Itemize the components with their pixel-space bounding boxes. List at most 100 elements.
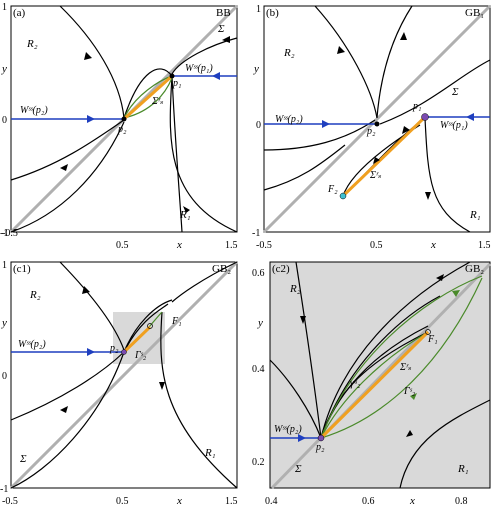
orbit-curve — [171, 261, 238, 303]
p2-point — [121, 349, 127, 355]
F2-point — [339, 192, 347, 200]
orbit-curve — [171, 75, 183, 233]
manifold-label: Wˢˢ(p₂) — [275, 114, 303, 125]
sigma-label: Σ — [294, 463, 302, 475]
panel-c1-frame — [10, 261, 238, 489]
arrow-icon — [60, 164, 68, 171]
arrow-icon — [212, 72, 220, 80]
x-tick: 1.5 — [225, 496, 238, 507]
F1-point — [147, 323, 153, 329]
x-tick: 0.8 — [455, 496, 468, 507]
orbit-curve — [160, 311, 238, 489]
arrow-icon — [87, 348, 95, 356]
panel-tag: (a) — [13, 7, 26, 19]
panel-case-label: GB₂ — [465, 263, 484, 275]
y-axis-label: y — [253, 63, 259, 75]
sliding-label: Σʳₛ — [369, 170, 382, 181]
orbit-curve — [399, 399, 491, 489]
panel-b: (b) GB₁ R₂ R₁ Σ Wˢˢ(p₂) Wˢˢ(p₁) p₂ p₁ F₂… — [252, 4, 492, 251]
x-axis-label: x — [409, 495, 415, 507]
panel-c2: (c2) GB₂ R₂ R₁ Σ Wˢˢ(p₂) p₂ F₁ γᵘ₂ Σʳₛ Γ… — [252, 261, 492, 507]
sliding-label: Σʳₛ — [399, 362, 412, 373]
panel-c2-frame — [269, 261, 491, 489]
manifold-label: Wˢˢ(p₁) — [185, 63, 213, 74]
y-tick: -1 — [0, 228, 8, 239]
x-axis-label: x — [176, 239, 182, 251]
p1-point — [421, 113, 429, 121]
sliding-segment — [122, 74, 174, 121]
orbit-curve — [123, 303, 169, 353]
orbit-curve — [295, 261, 322, 439]
green-orbit — [320, 277, 483, 439]
panel-tag: (b) — [266, 7, 279, 19]
panel-b-frame — [263, 5, 491, 233]
orbit-curve — [10, 121, 125, 233]
x-tick: 0.5 — [116, 496, 129, 507]
manifold-label: Wˢˢ(p₂) — [20, 105, 48, 116]
arrow-icon — [402, 126, 410, 134]
p2-point — [317, 434, 325, 442]
panel-tag: (c2) — [272, 263, 290, 275]
y-tick: -1 — [0, 484, 8, 495]
arrow-icon — [322, 120, 330, 128]
switching-line — [9, 260, 239, 490]
region-label: R₂ — [26, 38, 38, 50]
y-tick: 0 — [256, 120, 261, 131]
sigma-label: Σ — [19, 453, 27, 465]
y-tick: 0.6 — [252, 268, 265, 279]
point-label: p₂ — [315, 442, 325, 453]
p1-point — [169, 73, 175, 79]
point-label: p₂ — [366, 126, 376, 137]
orbit-curve — [59, 5, 125, 119]
arrow-icon — [84, 52, 92, 60]
panel-case-label: GB₁ — [465, 7, 484, 19]
region-label: R₂ — [283, 47, 295, 59]
y-tick: 1 — [2, 2, 7, 13]
orbit-curve — [10, 351, 125, 421]
sliding-segment — [341, 115, 427, 198]
x-tick: 0.4 — [265, 496, 278, 507]
sliding-segment — [319, 330, 430, 440]
orbit-curve — [10, 119, 125, 181]
arrow-icon — [337, 46, 345, 54]
sigma-label: Σ — [217, 23, 225, 35]
x-tick: 0.5 — [370, 240, 383, 251]
y-tick: 0 — [2, 371, 7, 382]
arrow-icon — [410, 393, 417, 400]
arrow-icon — [400, 32, 407, 40]
region-label: R₂ — [29, 289, 41, 301]
point-label: F₁ — [427, 334, 438, 345]
y-tick: 1 — [256, 4, 261, 15]
panel-case-label: BB — [216, 7, 231, 19]
panel-tag: (c1) — [13, 263, 31, 275]
y-tick: -1 — [252, 228, 260, 239]
green-orbit — [320, 331, 429, 439]
arrow-icon — [425, 192, 431, 200]
arrow-icon — [452, 290, 460, 297]
p2-point — [374, 121, 380, 127]
y-tick: 0 — [2, 115, 7, 126]
arrow-icon — [183, 206, 190, 213]
region-label: R₁ — [179, 209, 191, 221]
arrow-icon — [82, 286, 90, 294]
switching-line — [262, 4, 492, 234]
y-axis-label: y — [1, 317, 7, 329]
x-tick: 1.5 — [225, 240, 238, 251]
x-tick: 1.5 — [478, 240, 491, 251]
orbit-curve — [123, 68, 173, 119]
orbit-curve — [263, 119, 376, 151]
x-axis-label: x — [430, 239, 436, 251]
sigma-label: Σ — [451, 86, 459, 98]
y-tick: 1 — [2, 260, 7, 271]
region-label: R₂ — [289, 283, 301, 295]
x-tick: -0.5 — [256, 240, 272, 251]
green-orbit — [123, 77, 173, 119]
F1-point — [425, 329, 431, 335]
orbit-curve — [59, 261, 125, 351]
orbit-curve — [10, 351, 125, 489]
arrow-icon — [406, 430, 413, 437]
arrow-icon — [60, 406, 68, 413]
arrow-icon — [436, 274, 444, 281]
arrow-icon — [466, 113, 474, 121]
